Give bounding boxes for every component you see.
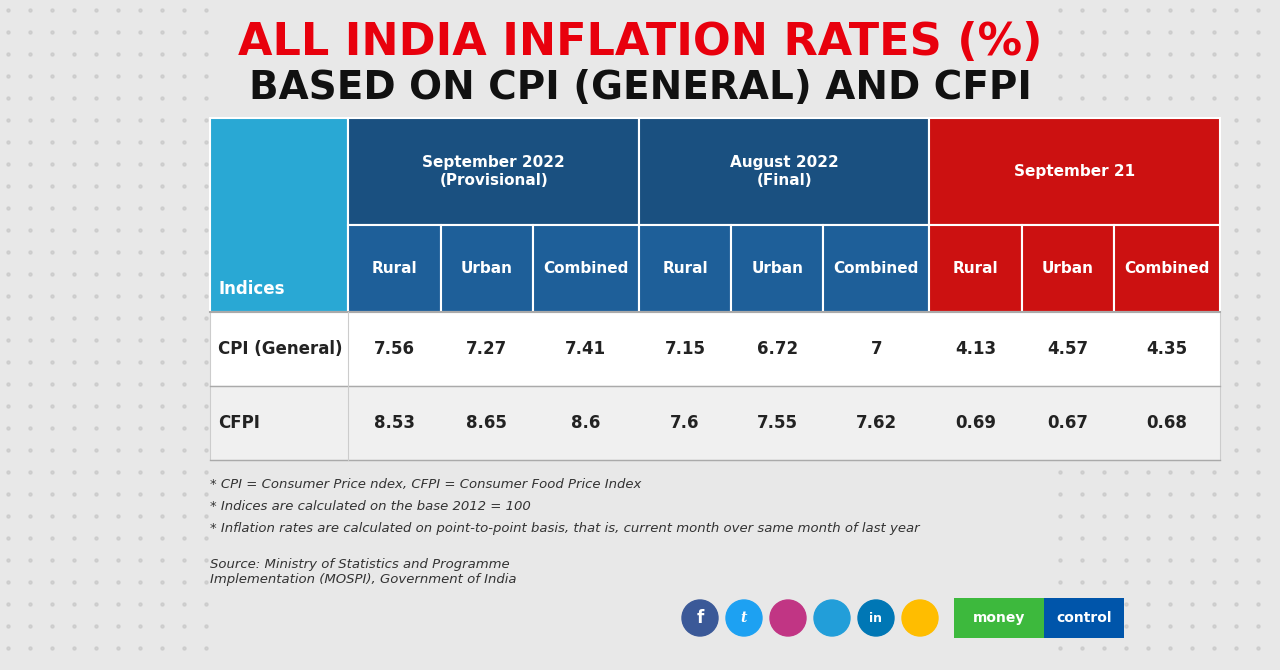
Text: 0.68: 0.68 [1147,414,1188,432]
Text: 7.62: 7.62 [856,414,897,432]
Text: Rural: Rural [662,261,708,277]
Bar [348,225,440,312]
Text: Urban: Urban [461,261,513,277]
Bar [1114,225,1220,312]
Text: * CPI = Consumer Price ndex, CFPI = Consumer Food Price Index: * CPI = Consumer Price ndex, CFPI = Cons… [210,478,641,491]
Text: 7: 7 [870,340,882,358]
Text: Source: Ministry of Statistics and Programme
Implementation (MOSPI), Government : Source: Ministry of Statistics and Progr… [210,558,517,586]
Text: 4.13: 4.13 [955,340,996,358]
Text: ALL INDIA INFLATION RATES (%): ALL INDIA INFLATION RATES (%) [238,21,1042,64]
Text: Urban: Urban [751,261,804,277]
Bar [210,118,348,312]
Text: 7.55: 7.55 [756,414,797,432]
Bar [440,225,532,312]
Text: 0.67: 0.67 [1047,414,1088,432]
Text: CPI (General): CPI (General) [218,340,343,358]
Bar [1044,598,1124,638]
Text: September 21: September 21 [1014,164,1135,179]
Bar [210,312,1220,386]
Bar [929,118,1220,225]
Text: 7.15: 7.15 [664,340,705,358]
Bar [954,598,1044,638]
Text: Indices: Indices [218,281,284,298]
Text: Combined: Combined [1124,261,1210,277]
Text: 0.69: 0.69 [955,414,996,432]
Text: 4.35: 4.35 [1147,340,1188,358]
Text: Combined: Combined [543,261,628,277]
Bar [348,118,639,225]
Bar [731,225,823,312]
Text: 7.27: 7.27 [466,340,507,358]
Bar [929,225,1021,312]
Text: * Inflation rates are calculated on point-to-point basis, that is, current month: * Inflation rates are calculated on poin… [210,522,919,535]
Circle shape [771,600,806,636]
Circle shape [814,600,850,636]
Bar [532,225,639,312]
Text: * Indices are calculated on the base 2012 = 100: * Indices are calculated on the base 201… [210,500,531,513]
Text: 7.6: 7.6 [671,414,700,432]
Text: 8.65: 8.65 [466,414,507,432]
Circle shape [902,600,938,636]
Bar [639,225,731,312]
Text: Rural: Rural [371,261,417,277]
Text: 7.56: 7.56 [374,340,415,358]
Text: money: money [973,611,1025,625]
Text: 8.53: 8.53 [374,414,415,432]
Text: August 2022
(Final): August 2022 (Final) [730,155,838,188]
Text: 8.6: 8.6 [571,414,600,432]
Text: CFPI: CFPI [218,414,260,432]
Text: 4.57: 4.57 [1047,340,1088,358]
Text: BASED ON CPI (GENERAL) AND CFPI: BASED ON CPI (GENERAL) AND CFPI [248,69,1032,107]
Text: Urban: Urban [1042,261,1094,277]
Bar [1021,225,1114,312]
Text: 6.72: 6.72 [756,340,797,358]
Circle shape [682,600,718,636]
Text: 7.41: 7.41 [566,340,607,358]
Text: t: t [741,611,748,625]
Bar [210,386,1220,460]
Circle shape [858,600,893,636]
Text: Combined: Combined [833,261,919,277]
Text: in: in [869,612,882,624]
Text: September 2022
(Provisional): September 2022 (Provisional) [422,155,564,188]
Bar [639,118,929,225]
Circle shape [726,600,762,636]
Text: f: f [696,609,704,627]
Bar [823,225,929,312]
Text: control: control [1056,611,1112,625]
Text: Rural: Rural [952,261,998,277]
